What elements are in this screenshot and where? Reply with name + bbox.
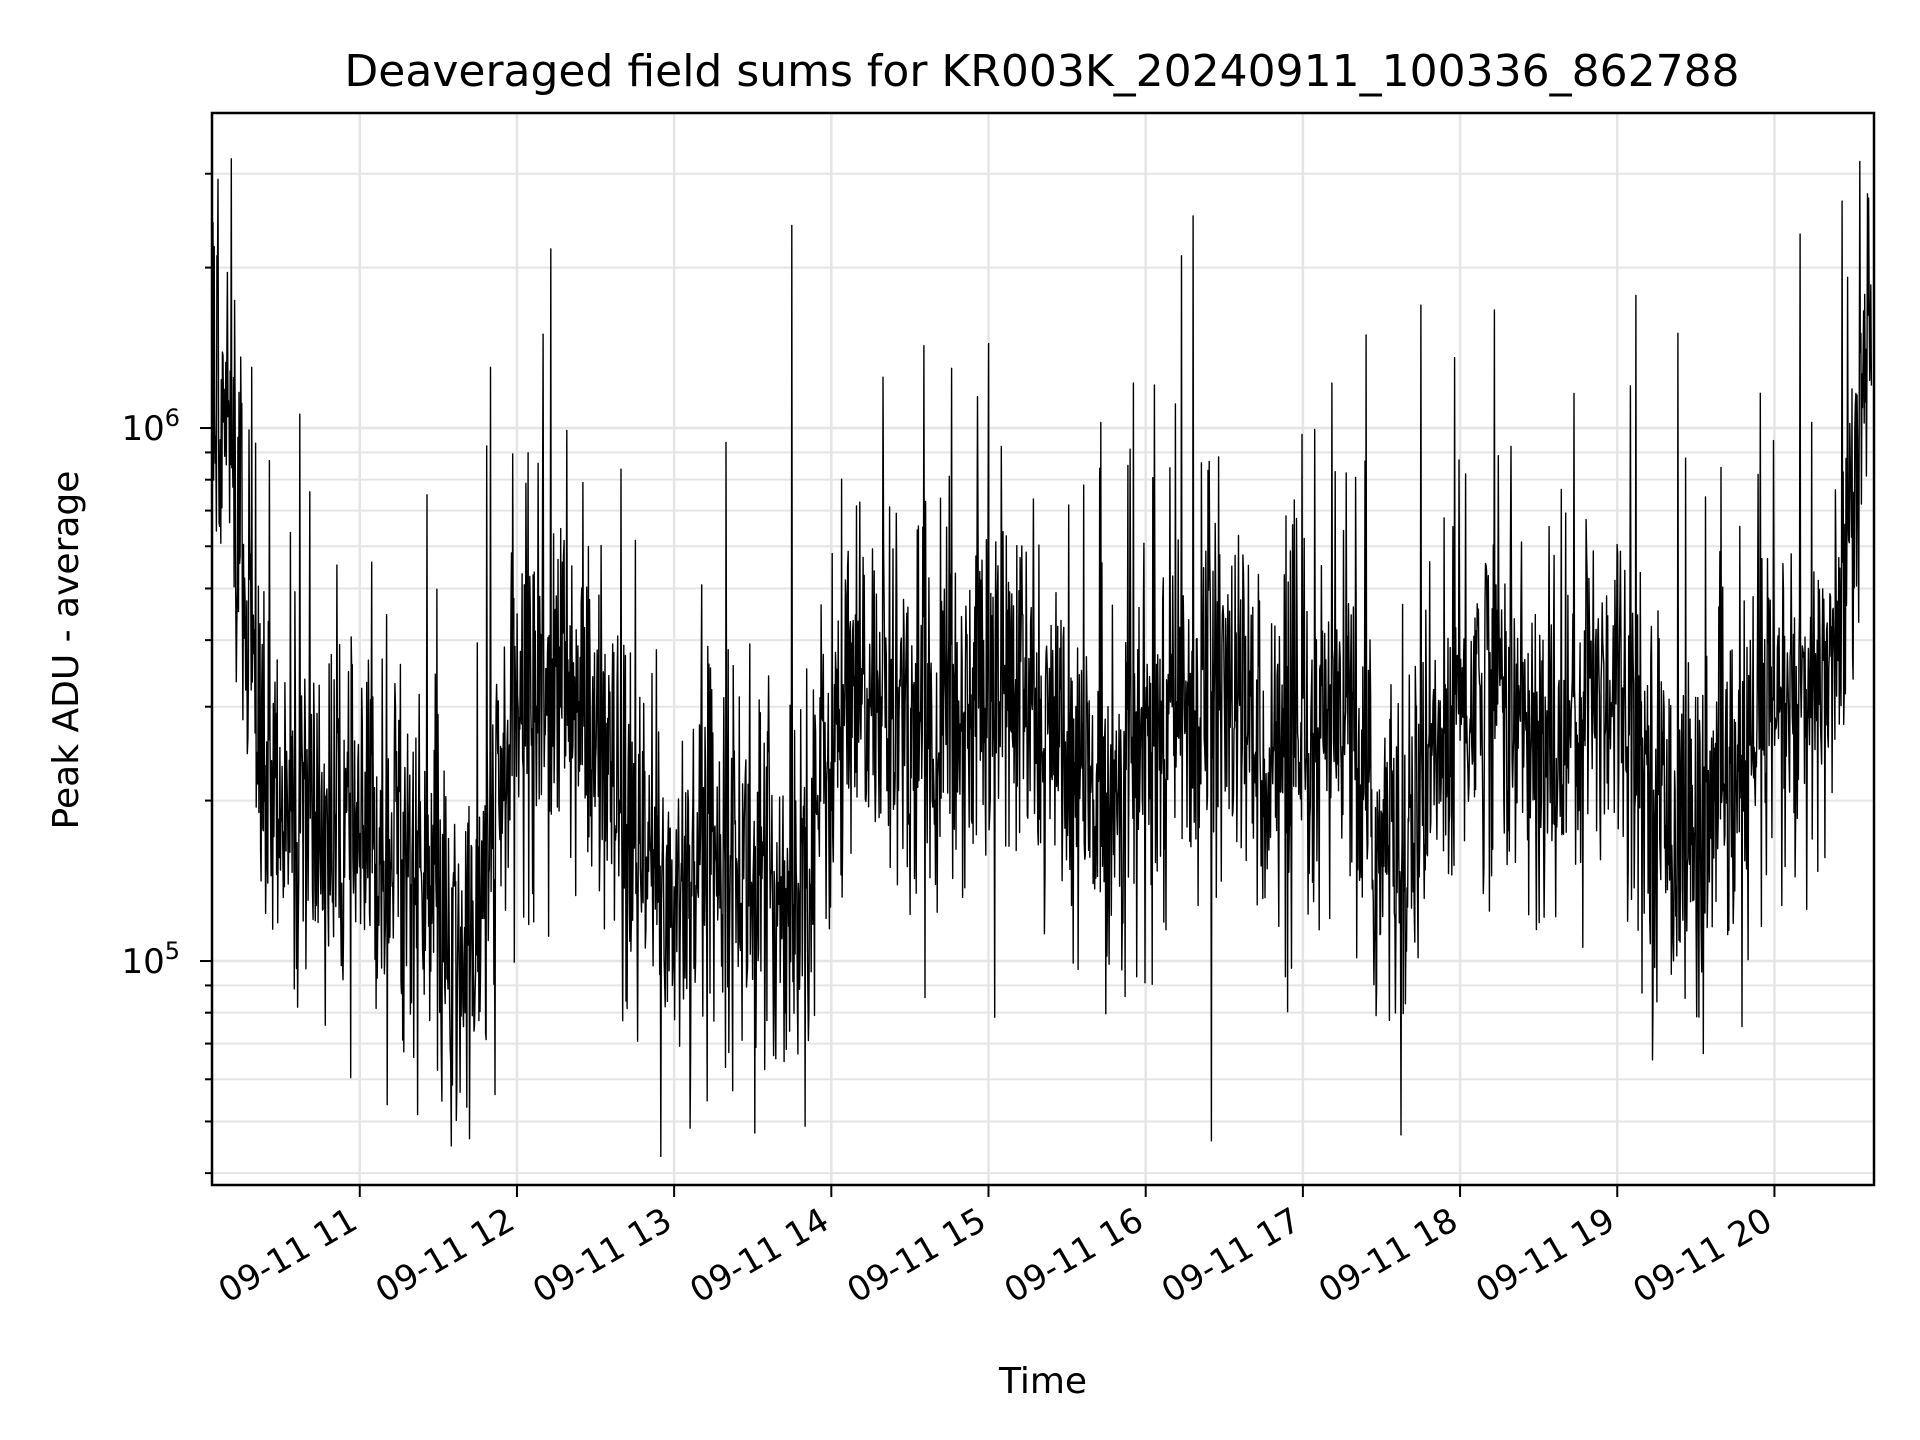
y-axis: 105 106: [121, 172, 212, 1175]
x-axis-label: Time: [998, 1361, 1087, 1402]
x-tick-label: 09-11 20: [1627, 1200, 1779, 1311]
x-axis: 09-11 11 09-11 12 09-11 13 09-11 14 09-11 15…: [212, 1185, 1779, 1311]
series-layer: [212, 158, 1873, 1158]
x-tick-label: 09-11 12: [369, 1200, 521, 1311]
x-tick-label: 09-11 18: [1312, 1200, 1464, 1311]
chart-title: Deaveraged field sums for KR003K_2024091…: [344, 46, 1739, 97]
plot-frame: [210, 111, 1876, 1187]
x-tick-label: 09-11 16: [998, 1200, 1150, 1311]
y-axis-label: Peak ADU - average: [46, 471, 87, 830]
y-tick-label: 106: [121, 404, 180, 449]
x-tick-label: 09-11 11: [212, 1200, 364, 1311]
x-tick-label: 09-11 17: [1155, 1200, 1307, 1311]
series-line: [212, 158, 1873, 1158]
x-tick-label: 09-11 13: [526, 1200, 678, 1311]
x-tick-label: 09-11 15: [841, 1200, 993, 1311]
y-tick-label: 105: [121, 937, 180, 982]
x-tick-label: 09-11 14: [683, 1200, 835, 1311]
x-tick-label: 09-11 19: [1469, 1200, 1621, 1311]
